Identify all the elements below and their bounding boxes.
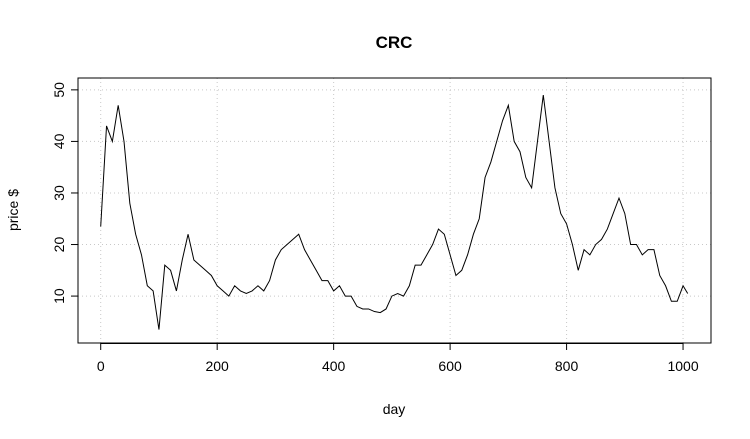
y-tick-label: 50 <box>51 82 67 98</box>
x-tick-label: 200 <box>205 358 229 374</box>
x-tick-label: 1000 <box>667 358 698 374</box>
x-axis-label: day <box>383 401 406 417</box>
y-axis-label: price $ <box>5 189 21 231</box>
y-tick-label: 10 <box>51 288 67 304</box>
x-tick-label: 600 <box>438 358 462 374</box>
y-tick-label: 40 <box>51 133 67 149</box>
y-tick-label: 30 <box>51 185 67 201</box>
x-tick-label: 800 <box>555 358 579 374</box>
chart-title: CRC <box>376 33 413 52</box>
plot-frame <box>77 77 712 344</box>
line <box>100 94 689 330</box>
x-tick-label: 0 <box>97 358 105 374</box>
y-tick-label: 20 <box>51 237 67 253</box>
x-tick-label: 400 <box>322 358 346 374</box>
